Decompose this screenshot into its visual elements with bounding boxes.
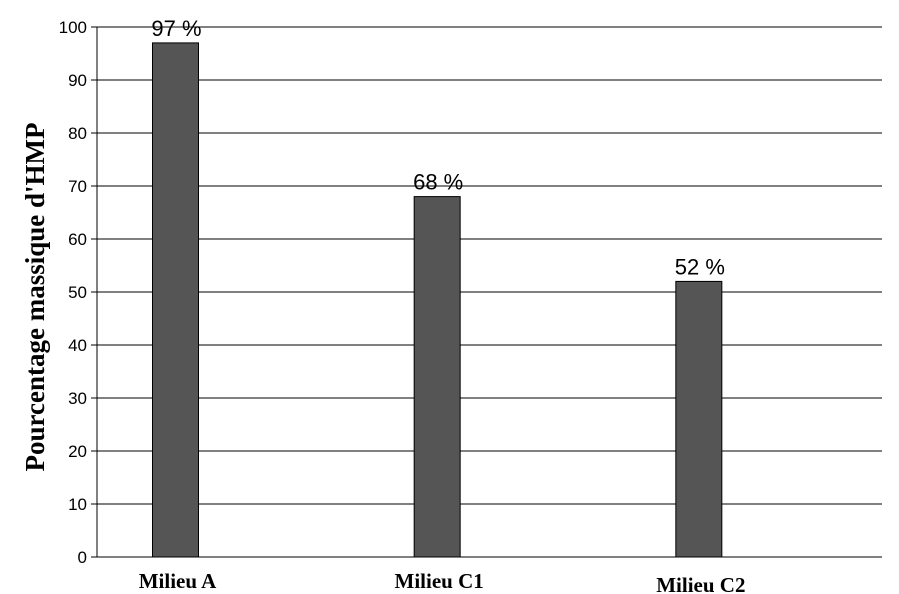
y-tick-label: 30	[68, 389, 87, 408]
y-tick-label: 70	[68, 177, 87, 196]
category-labels: Milieu A Milieu C1 Milieu C2	[139, 569, 746, 594]
y-tick-label: 10	[68, 495, 87, 514]
y-tick-label: 100	[59, 18, 87, 37]
x-category-label: Milieu C1	[395, 569, 484, 593]
data-labels: 97 % 68 % 52 %	[151, 16, 725, 279]
x-category-label: Milieu C2	[656, 573, 745, 594]
y-axis-title: Pourcentage massique d'HMP	[20, 123, 50, 472]
y-tick-label: 0	[78, 548, 87, 567]
y-tick-label: 60	[68, 230, 87, 249]
data-label: 52 %	[675, 254, 725, 279]
bar-milieu-c1	[413, 196, 461, 558]
y-tick-label: 90	[68, 71, 87, 90]
bar-milieu-c2	[675, 280, 723, 558]
data-label: 68 %	[413, 170, 463, 195]
bar-milieu-a	[152, 42, 199, 558]
bars	[152, 42, 723, 558]
y-tick-label: 80	[68, 124, 87, 143]
x-category-label: Milieu A	[139, 569, 217, 593]
y-tick-label: 50	[68, 283, 87, 302]
y-tick-label: 40	[68, 336, 87, 355]
gridlines	[97, 26, 882, 505]
axes	[91, 26, 882, 558]
y-tick-labels: 0 10 20 30 40 50 60 70 80 90 100	[59, 18, 87, 567]
data-label: 97 %	[151, 16, 201, 41]
y-tick-label: 20	[68, 442, 87, 461]
